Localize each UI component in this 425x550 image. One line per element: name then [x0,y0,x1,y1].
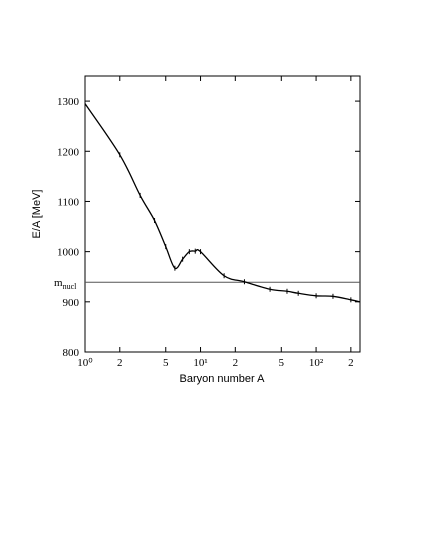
y-tick-label: 900 [63,297,80,309]
y-tick-label: 1000 [57,247,80,259]
plot-frame [84,75,361,353]
reference-label: mnucl [54,277,77,291]
x-tick-label: 5 [163,357,169,369]
line [84,103,361,303]
y-tick-label: 1200 [57,146,80,158]
y-tick-label: 800 [63,347,80,359]
y-tick-label: 1100 [57,196,79,208]
x-tick-label: 2 [117,357,123,369]
y-tick-label: 1300 [57,96,80,108]
x-tick-label: 10¹ [193,357,207,369]
x-tick-label: 2 [233,357,239,369]
x-tick-label: 10² [309,357,324,369]
reference-label-main: m [54,277,63,289]
y-axis-label: E/A [MeV] [31,190,43,239]
x-tick-label: 10⁰ [77,357,93,369]
reference-label-sub: nucl [63,282,78,291]
x-axis-label: Baryon number A [180,373,266,385]
x-tick-label: 5 [279,357,285,369]
x-tick-label: 2 [348,357,354,369]
